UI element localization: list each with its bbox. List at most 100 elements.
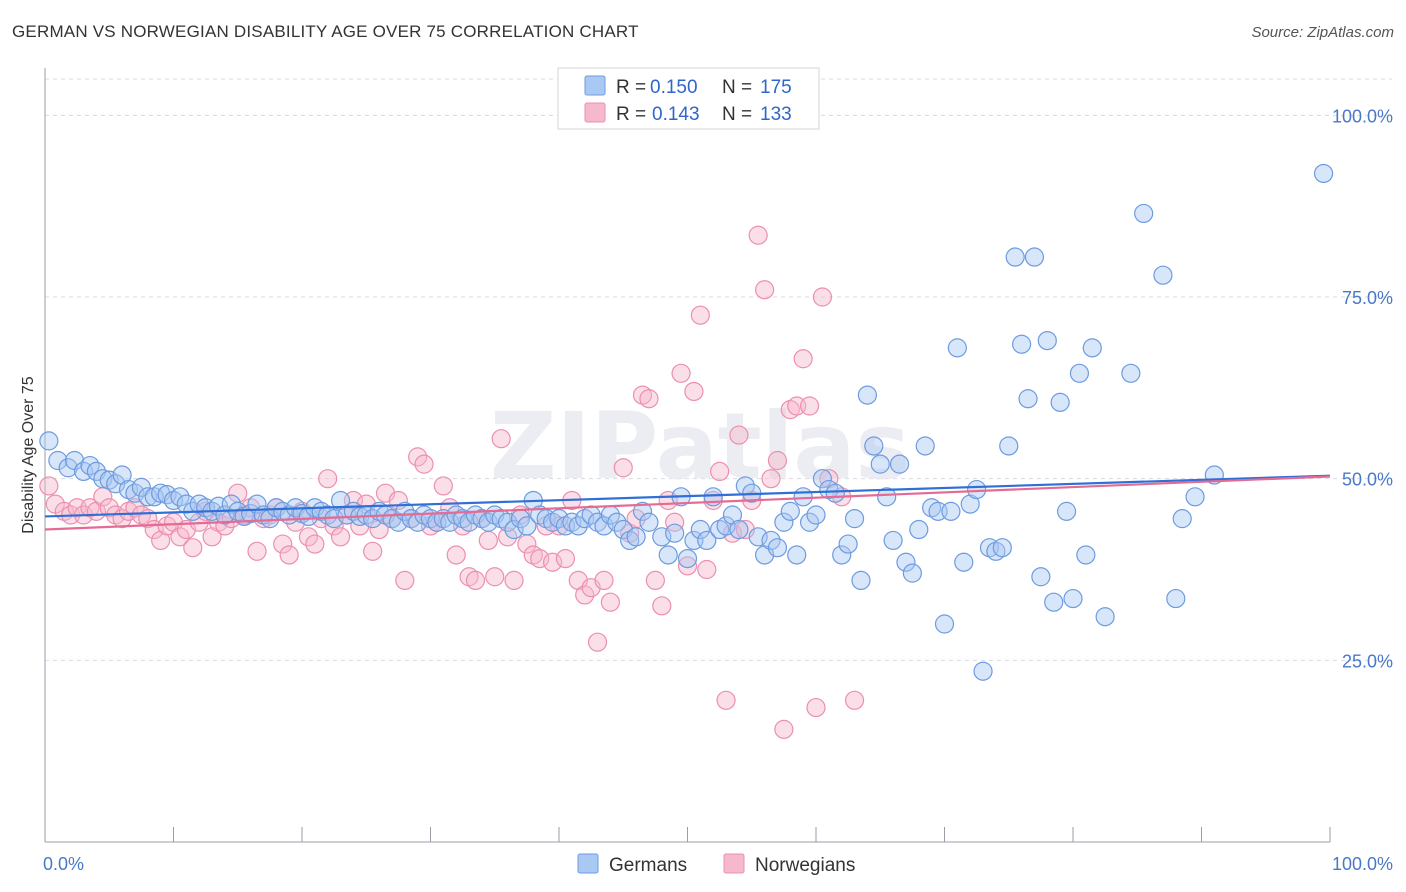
data-point [453, 516, 473, 536]
data-point [844, 509, 865, 529]
data-point [530, 548, 550, 569]
data-point [915, 436, 935, 456]
data-point [485, 567, 505, 587]
data-point [806, 697, 826, 718]
data-point [954, 552, 974, 572]
data-point [459, 567, 479, 587]
data-point [433, 476, 453, 496]
data-point [80, 498, 100, 518]
data-point [279, 545, 299, 565]
data-point [665, 523, 685, 543]
bottom-legend: Germans Norwegians [577, 853, 855, 876]
y-tick-label: 75.0% [1342, 288, 1393, 308]
data-point [318, 505, 338, 525]
watermark: ZIPatlas [490, 393, 910, 500]
data-point [542, 552, 563, 572]
data-point [851, 570, 871, 591]
data-point [806, 505, 826, 525]
data-point [761, 530, 781, 551]
data-point [478, 530, 498, 551]
data-point [1172, 509, 1192, 529]
data-point [825, 483, 845, 503]
data-point [774, 512, 794, 532]
data-point [665, 512, 685, 532]
data-point [1063, 588, 1083, 609]
data-point [877, 487, 897, 507]
data-point [523, 545, 543, 565]
data-point [838, 534, 858, 554]
data-point [754, 280, 775, 300]
data-point [163, 490, 184, 511]
data-point [922, 498, 942, 518]
data-point [992, 538, 1012, 558]
data-point [677, 556, 698, 576]
data-point [575, 509, 595, 529]
data-point [986, 541, 1006, 561]
data-point [896, 552, 916, 572]
data-point [632, 501, 653, 521]
data-point [639, 512, 659, 532]
data-point [626, 527, 646, 547]
data-point [459, 512, 479, 532]
data-point [504, 519, 524, 540]
bottom-legend-swatch-norwegians [723, 853, 745, 874]
data-point [947, 338, 967, 358]
data-point [812, 287, 833, 307]
data-point [498, 527, 518, 547]
data-point [58, 458, 78, 478]
data-point [690, 519, 710, 540]
data-point [478, 512, 498, 532]
data-point [542, 512, 563, 532]
top-legend: R = 0.150 N = 175 R = 0.143 N = 133 [557, 67, 820, 130]
y-tick-label: 25.0% [1342, 651, 1393, 671]
data-point [453, 509, 473, 529]
data-point [247, 541, 267, 561]
legend-n-label-norwegians: N = [722, 104, 752, 125]
data-point [780, 501, 800, 521]
bottom-legend-label-germans: Germans [609, 855, 687, 876]
data-point [883, 530, 903, 551]
data-point [697, 559, 717, 580]
data-point [388, 512, 408, 532]
data-point [729, 519, 749, 540]
data-point [632, 385, 653, 405]
data-point [131, 505, 151, 525]
data-point [973, 661, 993, 681]
data-point [1018, 389, 1038, 409]
data-point [857, 385, 878, 405]
data-point [498, 512, 518, 532]
data-point [1069, 363, 1090, 383]
grid-lines [45, 78, 1392, 661]
data-point [363, 509, 383, 529]
data-point [639, 389, 659, 409]
data-point [767, 450, 788, 471]
data-point [716, 516, 736, 536]
trend-line-germans [44, 474, 1331, 518]
data-point [99, 470, 119, 490]
data-point [395, 570, 415, 591]
data-point [1050, 392, 1070, 412]
data-point [446, 545, 466, 565]
data-point [684, 381, 704, 402]
data-point [1044, 592, 1064, 612]
bottom-legend-swatch-germans [577, 853, 599, 874]
data-point [710, 519, 730, 540]
data-point [472, 509, 492, 529]
data-point [658, 545, 678, 565]
data-point [652, 527, 672, 547]
data-point [48, 450, 68, 471]
data-point [677, 548, 698, 569]
data-point [273, 534, 293, 554]
data-point [748, 225, 768, 245]
data-point [504, 570, 524, 591]
data-point [408, 447, 428, 467]
bottom-legend-label-norwegians: Norwegians [755, 855, 855, 876]
data-point [305, 534, 325, 554]
x-tick-labels: 0.0% 100.0% [43, 854, 1393, 874]
data-point [889, 454, 910, 474]
y-tick-label: 50.0% [1342, 470, 1393, 490]
trend-line-norwegians [44, 475, 1331, 531]
data-point [318, 469, 338, 489]
data-point [1005, 247, 1025, 267]
